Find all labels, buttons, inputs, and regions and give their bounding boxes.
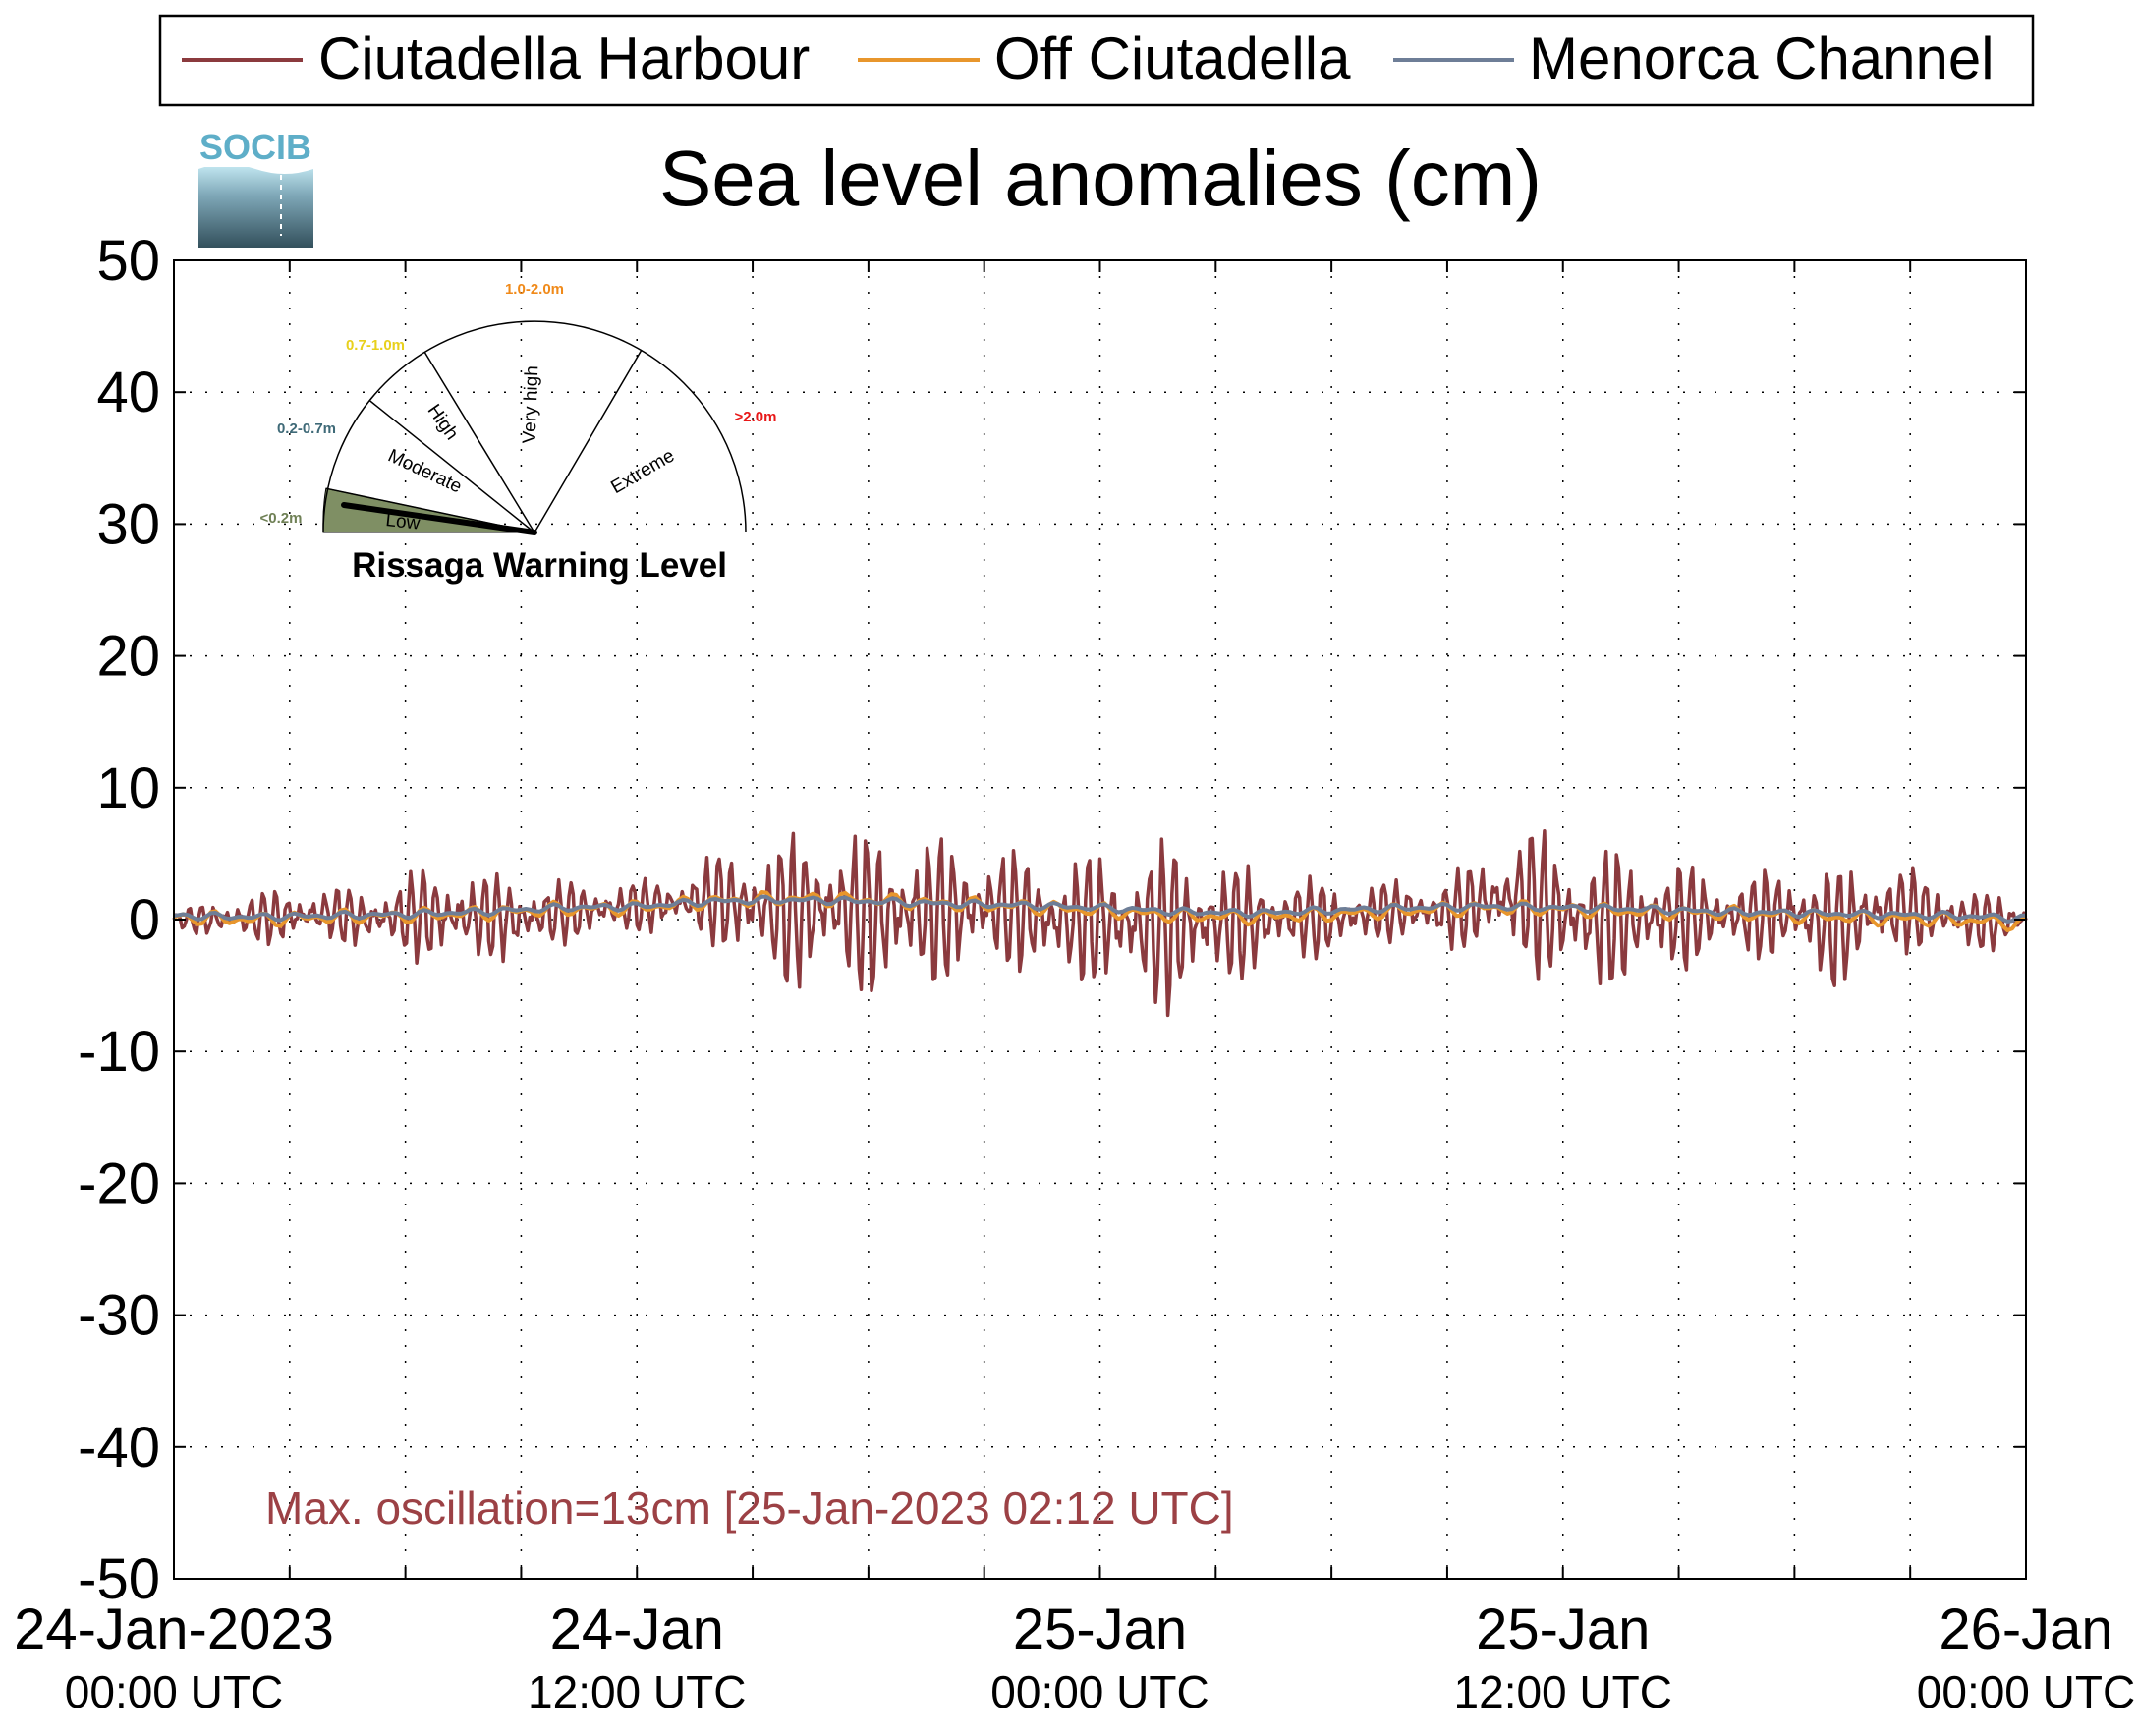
x-tick-label-date: 24-Jan bbox=[550, 1597, 724, 1661]
x-tick-label-time: 12:00 UTC bbox=[528, 1666, 746, 1717]
gauge-title: Rissaga Warning Level bbox=[352, 546, 727, 585]
y-tick-label: 50 bbox=[96, 229, 160, 293]
gauge-outline bbox=[322, 320, 747, 533]
y-tick-label: -30 bbox=[78, 1284, 160, 1348]
series-layer bbox=[172, 829, 2028, 1018]
gauge-range-high: 0.7-1.0m bbox=[346, 337, 405, 354]
legend-label-harbour: Ciutadella Harbour bbox=[318, 26, 810, 91]
gauge-range-low: <0.2m bbox=[260, 510, 303, 527]
y-tick-label: 10 bbox=[96, 756, 160, 820]
series-menorca-channel bbox=[173, 894, 2027, 924]
y-tick-label: 20 bbox=[96, 625, 160, 689]
x-tick-label-date: 26-Jan bbox=[1939, 1597, 2112, 1661]
y-tick-label: -10 bbox=[78, 1020, 160, 1084]
legend-label-channel: Menorca Channel bbox=[1529, 26, 1995, 91]
series-ciutadella-harbour bbox=[172, 829, 2028, 1018]
socib-logo-text: SOCIB bbox=[199, 127, 311, 167]
gauge-range-moderate: 0.2-0.7m bbox=[277, 420, 336, 437]
legend-label-off: Off Ciutadella bbox=[994, 26, 1351, 91]
socib-logo: SOCIB bbox=[198, 127, 313, 248]
x-tick-label-time: 00:00 UTC bbox=[1917, 1666, 2135, 1717]
y-tick-label: -40 bbox=[78, 1416, 160, 1480]
gauge-range-veryhigh: 1.0-2.0m bbox=[505, 281, 564, 298]
gauge-range-extreme: >2.0m bbox=[735, 409, 777, 425]
legend: Ciutadella Harbour Off Ciutadella Menorc… bbox=[158, 14, 2035, 107]
y-tick-label: 0 bbox=[129, 888, 160, 952]
chart-title: Sea level anomalies (cm) bbox=[659, 135, 1542, 222]
max-oscillation-note: Max. oscillation=13cm [25-Jan-2023 02:12… bbox=[265, 1483, 1234, 1534]
x-tick-label-time: 00:00 UTC bbox=[990, 1666, 1209, 1717]
x-tick-label-time: 00:00 UTC bbox=[65, 1666, 283, 1717]
x-tick-label-time: 12:00 UTC bbox=[1454, 1666, 1672, 1717]
gauge-sector-low: Low bbox=[384, 510, 421, 534]
gauge-sector-veryhigh: Very high bbox=[520, 365, 543, 444]
x-tick-label-date: 24-Jan-2023 bbox=[14, 1597, 334, 1661]
x-tick-label-date: 25-Jan bbox=[1476, 1597, 1650, 1661]
y-tick-label: 40 bbox=[96, 361, 160, 424]
y-tick-label: 30 bbox=[96, 492, 160, 556]
gauge-needle bbox=[341, 502, 537, 535]
y-tick-label: -20 bbox=[78, 1151, 160, 1215]
y-tick-label: -50 bbox=[78, 1547, 160, 1611]
x-tick-label-date: 25-Jan bbox=[1013, 1597, 1187, 1661]
y-axis: 50 40 30 20 10 0 -10 -20 -30 -40 -50 bbox=[78, 229, 2026, 1611]
